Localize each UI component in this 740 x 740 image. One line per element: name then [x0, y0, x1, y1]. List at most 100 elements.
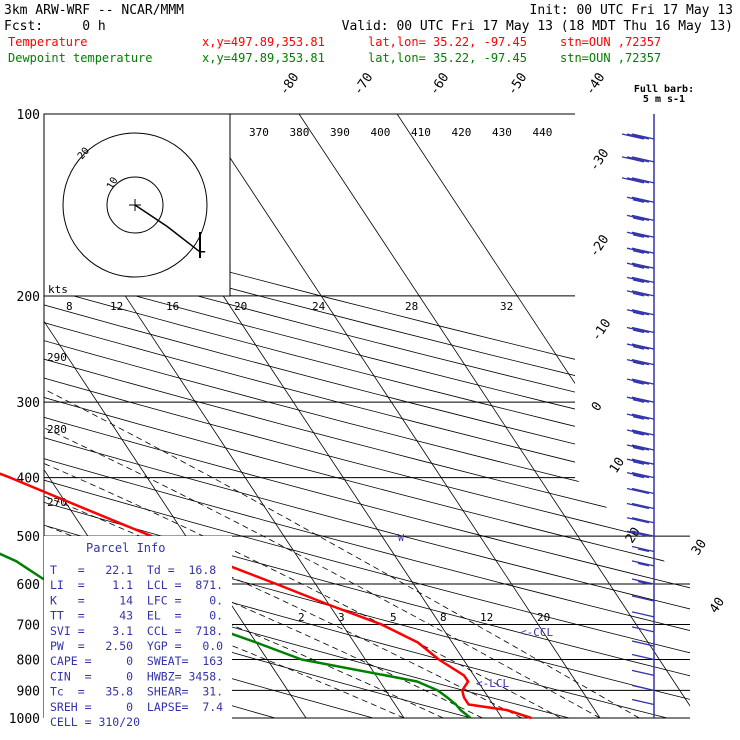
isotherm-label: -80 [277, 70, 303, 98]
wind-barb [626, 444, 655, 451]
wind-barb [631, 653, 655, 661]
parcel-info-rows: T = 22.1 Td = 16.8LI = 1.1 LCL = 871.K =… [50, 563, 223, 729]
wind-barb [626, 517, 655, 524]
wind-barb [626, 231, 655, 238]
temperature-xy: x,y=497.89,353.81 [202, 35, 325, 49]
theta-e-label: 410 [411, 126, 431, 139]
mixing-ratio-label: 20 [537, 611, 550, 624]
wind-barb [631, 626, 655, 633]
parcel-info-row: SVI = 3.1 CCL = 718. [50, 624, 223, 638]
mixing-ratio-label: 16 [166, 300, 179, 313]
parcel-info-row: CELL = 310/20 [50, 715, 140, 729]
wind-barb [631, 545, 655, 553]
mixing-ratio-label: 24 [312, 300, 326, 313]
hodograph-inset: 10 20 kts [43, 113, 231, 297]
isotherm-label: -70 [351, 70, 377, 98]
dewpoint-latlon: lat,lon= 35.22, -97.45 [368, 51, 527, 65]
mixing-ratio-label: 5 [390, 611, 397, 624]
kts-label: kts [48, 283, 68, 296]
parcel-info-panel: Parcel Info T = 22.1 Td = 16.8LI = 1.1 L… [44, 536, 232, 729]
moist-adiabat-line [44, 295, 405, 718]
parcel-info-row: Tc = 35.8 SHEAR= 31. [50, 685, 223, 699]
pressure-tick-label: 600 [17, 578, 40, 593]
dry-adiabat-line [44, 114, 690, 718]
hodograph-ring-10: 10 [105, 176, 121, 192]
pressure-tick-label: 200 [17, 290, 40, 305]
dry-adiabat-line [44, 114, 690, 718]
wind-barb [626, 262, 655, 269]
parcel-info-row: PW = 2.50 YGP = 0.0 [50, 639, 223, 653]
parcel-info-row: CAPE = 0 SWEAT= 163 [50, 654, 223, 668]
mixing-ratio-label: 12 [110, 300, 123, 313]
barb-legend-line2: 5 m s-1 [643, 94, 685, 105]
wind-barb [626, 196, 655, 203]
wind-barb [626, 247, 655, 254]
pressure-tick-label: 100 [17, 108, 40, 123]
pressure-tick-label: 900 [17, 684, 40, 699]
theta-e-label: 440 [533, 126, 553, 139]
mixing-ratio-label: 8 [440, 611, 447, 624]
dry-adiabat-line [44, 114, 472, 718]
parcel-info-row: LI = 1.1 LCL = 871. [50, 578, 223, 592]
pressure-tick-label: 800 [17, 654, 40, 669]
wind-barb [631, 611, 655, 618]
isotherm-label: 0 [589, 399, 606, 414]
dry-adiabat-line [44, 114, 690, 718]
isotherm-line [200, 114, 601, 718]
isotherm-label: -20 [587, 232, 613, 260]
wind-barb [631, 560, 655, 567]
wind-barb [626, 413, 655, 420]
dewpoint-profile [0, 552, 472, 719]
moist-adiabat-line [44, 295, 601, 718]
wind-barb [631, 640, 655, 647]
wind-barb [626, 359, 655, 366]
dry-adiabat-line [44, 114, 690, 718]
mixing-ratio-label: 12 [480, 611, 493, 624]
forecast-hour: Fcst: 0 h [4, 19, 106, 34]
mixing-ratio-label: 28 [405, 300, 418, 313]
pressure-tick-label: 500 [17, 530, 40, 545]
theta-e-label: 370 [249, 126, 269, 139]
wind-barb [631, 698, 655, 706]
dry-adiabat-line [44, 114, 570, 718]
isotherm-label: 20 [623, 525, 644, 546]
isotherm-label: -30 [587, 146, 613, 174]
dry-adiabat-line [44, 114, 690, 718]
isotherm-label: -60 [427, 70, 453, 98]
wind-barb [631, 578, 655, 585]
wind-barb [621, 133, 655, 140]
isotherm-line [0, 114, 12, 718]
isotherm-line [298, 114, 690, 718]
parcel-info-row: SREH = 0 LAPSE= 7.4 [50, 700, 223, 714]
mixing-ratio-label: 32 [500, 300, 513, 313]
wind-barb [626, 326, 655, 334]
dry-adiabat-line [44, 114, 690, 718]
wind-barb [626, 487, 655, 495]
theta-e-label: 390 [330, 126, 350, 139]
wind-barb [626, 343, 655, 350]
wind-barb [626, 309, 655, 316]
isotherm-label: -50 [505, 70, 531, 98]
theta-e-label: 420 [452, 126, 472, 139]
ccl-marker: <-CCL [520, 626, 553, 639]
wind-barb [621, 177, 655, 184]
lcl-marker: <-LCL [476, 677, 509, 690]
wind-barb [626, 276, 655, 284]
isotherm-line [44, 114, 307, 718]
pressure-tick-label: 300 [17, 396, 40, 411]
dry-adiabat-line [44, 114, 690, 718]
mixing-ratio-label: 8 [66, 300, 73, 313]
theta-e-label: 380 [290, 126, 310, 139]
parcel-info-row: T = 22.1 Td = 16.8 [50, 563, 216, 577]
isotherm-label: -10 [589, 316, 615, 344]
dewpoint-xy: x,y=497.89,353.81 [202, 51, 325, 65]
model-title: 3km ARW-WRF -- NCAR/MMM [4, 3, 184, 18]
wind-barb [626, 530, 655, 537]
isotherm-label: 40 [707, 595, 728, 616]
wind-barb [626, 472, 655, 479]
pressure-tick-label: 1000 [9, 712, 40, 727]
barb-legend-line1: Full barb: [634, 84, 694, 95]
isotherm-label: 10 [607, 455, 628, 476]
wind-barbs [621, 114, 655, 718]
mixing-ratio-label: 20 [234, 300, 247, 313]
